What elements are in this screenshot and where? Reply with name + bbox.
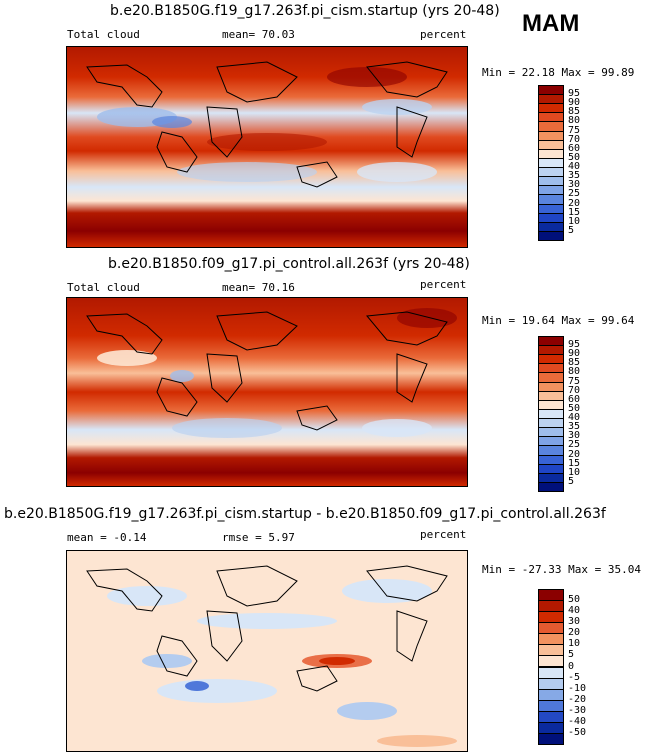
panel2-field [67, 298, 467, 486]
colorbar-tick-label: 30 [568, 616, 581, 628]
colorbar-tick-label: 10 [568, 215, 581, 227]
panel2-left-label: Total cloud [67, 281, 140, 294]
colorbar-tick-label: 90 [568, 97, 581, 109]
colorbar-tick-label: 20 [568, 448, 581, 460]
panel1-title: b.e20.B1850G.f19_g17.263f.pi_cism.startu… [110, 3, 500, 19]
colorbar-tick-label: -20 [568, 693, 587, 705]
colorbar-tick-label: 40 [568, 605, 581, 617]
panel1-units: percent [420, 28, 467, 41]
colorbar-tick-label: 10 [568, 638, 581, 650]
colorbar-tick-label: 15 [568, 457, 581, 469]
panel3-field [67, 551, 467, 751]
colorbar-tick-label: 30 [568, 179, 581, 191]
colorbar-tick-label: 25 [568, 439, 581, 451]
panel2-title: b.e20.B1850.f09_g17.pi_control.all.263f … [108, 256, 470, 272]
panel1-map [66, 46, 468, 248]
colorbar-tick-label: -40 [568, 715, 587, 727]
colorbar-tick-label: 50 [568, 151, 581, 163]
colorbar-tick-label: 80 [568, 366, 581, 378]
season-label: MAM [522, 10, 580, 37]
colorbar-tick-label: 70 [568, 384, 581, 396]
panel2-mean: mean= 70.16 [222, 281, 295, 294]
panel2-map [66, 297, 468, 487]
panel1-field [67, 47, 467, 247]
colorbar-tick-label: 35 [568, 421, 581, 433]
colorbar-tick-label: 35 [568, 170, 581, 182]
colorbar-tick-label: 5 [568, 649, 575, 661]
colorbar-swatch [538, 481, 564, 492]
colorbar-tick-label: 70 [568, 133, 581, 145]
colorbar-tick-label: 90 [568, 348, 581, 360]
colorbar-tick-label: 5 [568, 475, 575, 487]
colorbar-tick-label: 10 [568, 466, 581, 478]
panel1-minmax: Min = 22.18 Max = 99.89 [482, 66, 635, 79]
colorbar-tick-label: 40 [568, 161, 581, 173]
panel3-map [66, 550, 468, 752]
colorbar-tick-label: -5 [568, 671, 581, 683]
colorbar-tick-label: 40 [568, 412, 581, 424]
colorbar-tick-label: 75 [568, 375, 581, 387]
colorbar-tick-label: -50 [568, 726, 587, 738]
colorbar-swatch [538, 732, 564, 745]
colorbar-tick-label: 95 [568, 88, 581, 100]
panel3-units: percent [420, 528, 467, 541]
colorbar-tick-label: 60 [568, 393, 581, 405]
panel3-title: b.e20.B1850G.f19_g17.263f.pi_cism.startu… [4, 506, 606, 522]
colorbar-tick-label: 20 [568, 627, 581, 639]
panel1-mean: mean= 70.03 [222, 28, 295, 41]
panel3-minmax: Min = -27.33 Max = 35.04 [482, 563, 641, 576]
colorbar-tick-label: 85 [568, 106, 581, 118]
colorbar-tick-label: 30 [568, 430, 581, 442]
colorbar-tick-label: 50 [568, 402, 581, 414]
panel2-minmax: Min = 19.64 Max = 99.64 [482, 314, 635, 327]
colorbar-tick-label: 60 [568, 142, 581, 154]
colorbar-tick-label: 85 [568, 357, 581, 369]
colorbar-tick-label: 75 [568, 124, 581, 136]
panel2-units: percent [420, 278, 467, 291]
colorbar-tick-label: 5 [568, 224, 575, 236]
panel1-left-label: Total cloud [67, 28, 140, 41]
colorbar-swatch [538, 230, 564, 241]
colorbar-tick-label: 80 [568, 115, 581, 127]
colorbar-tick-label: -30 [568, 704, 587, 716]
colorbar-tick-label: 95 [568, 339, 581, 351]
colorbar-tick-label: 50 [568, 594, 581, 606]
colorbar-tick-label: 0 [568, 660, 575, 672]
colorbar-tick-label: 15 [568, 206, 581, 218]
panel3-rmse: rmse = 5.97 [222, 531, 295, 544]
colorbar-tick-label: 25 [568, 188, 581, 200]
colorbar-tick-label: -10 [568, 682, 587, 694]
panel3-mean: mean = -0.14 [67, 531, 147, 544]
colorbar-tick-label: 20 [568, 197, 581, 209]
